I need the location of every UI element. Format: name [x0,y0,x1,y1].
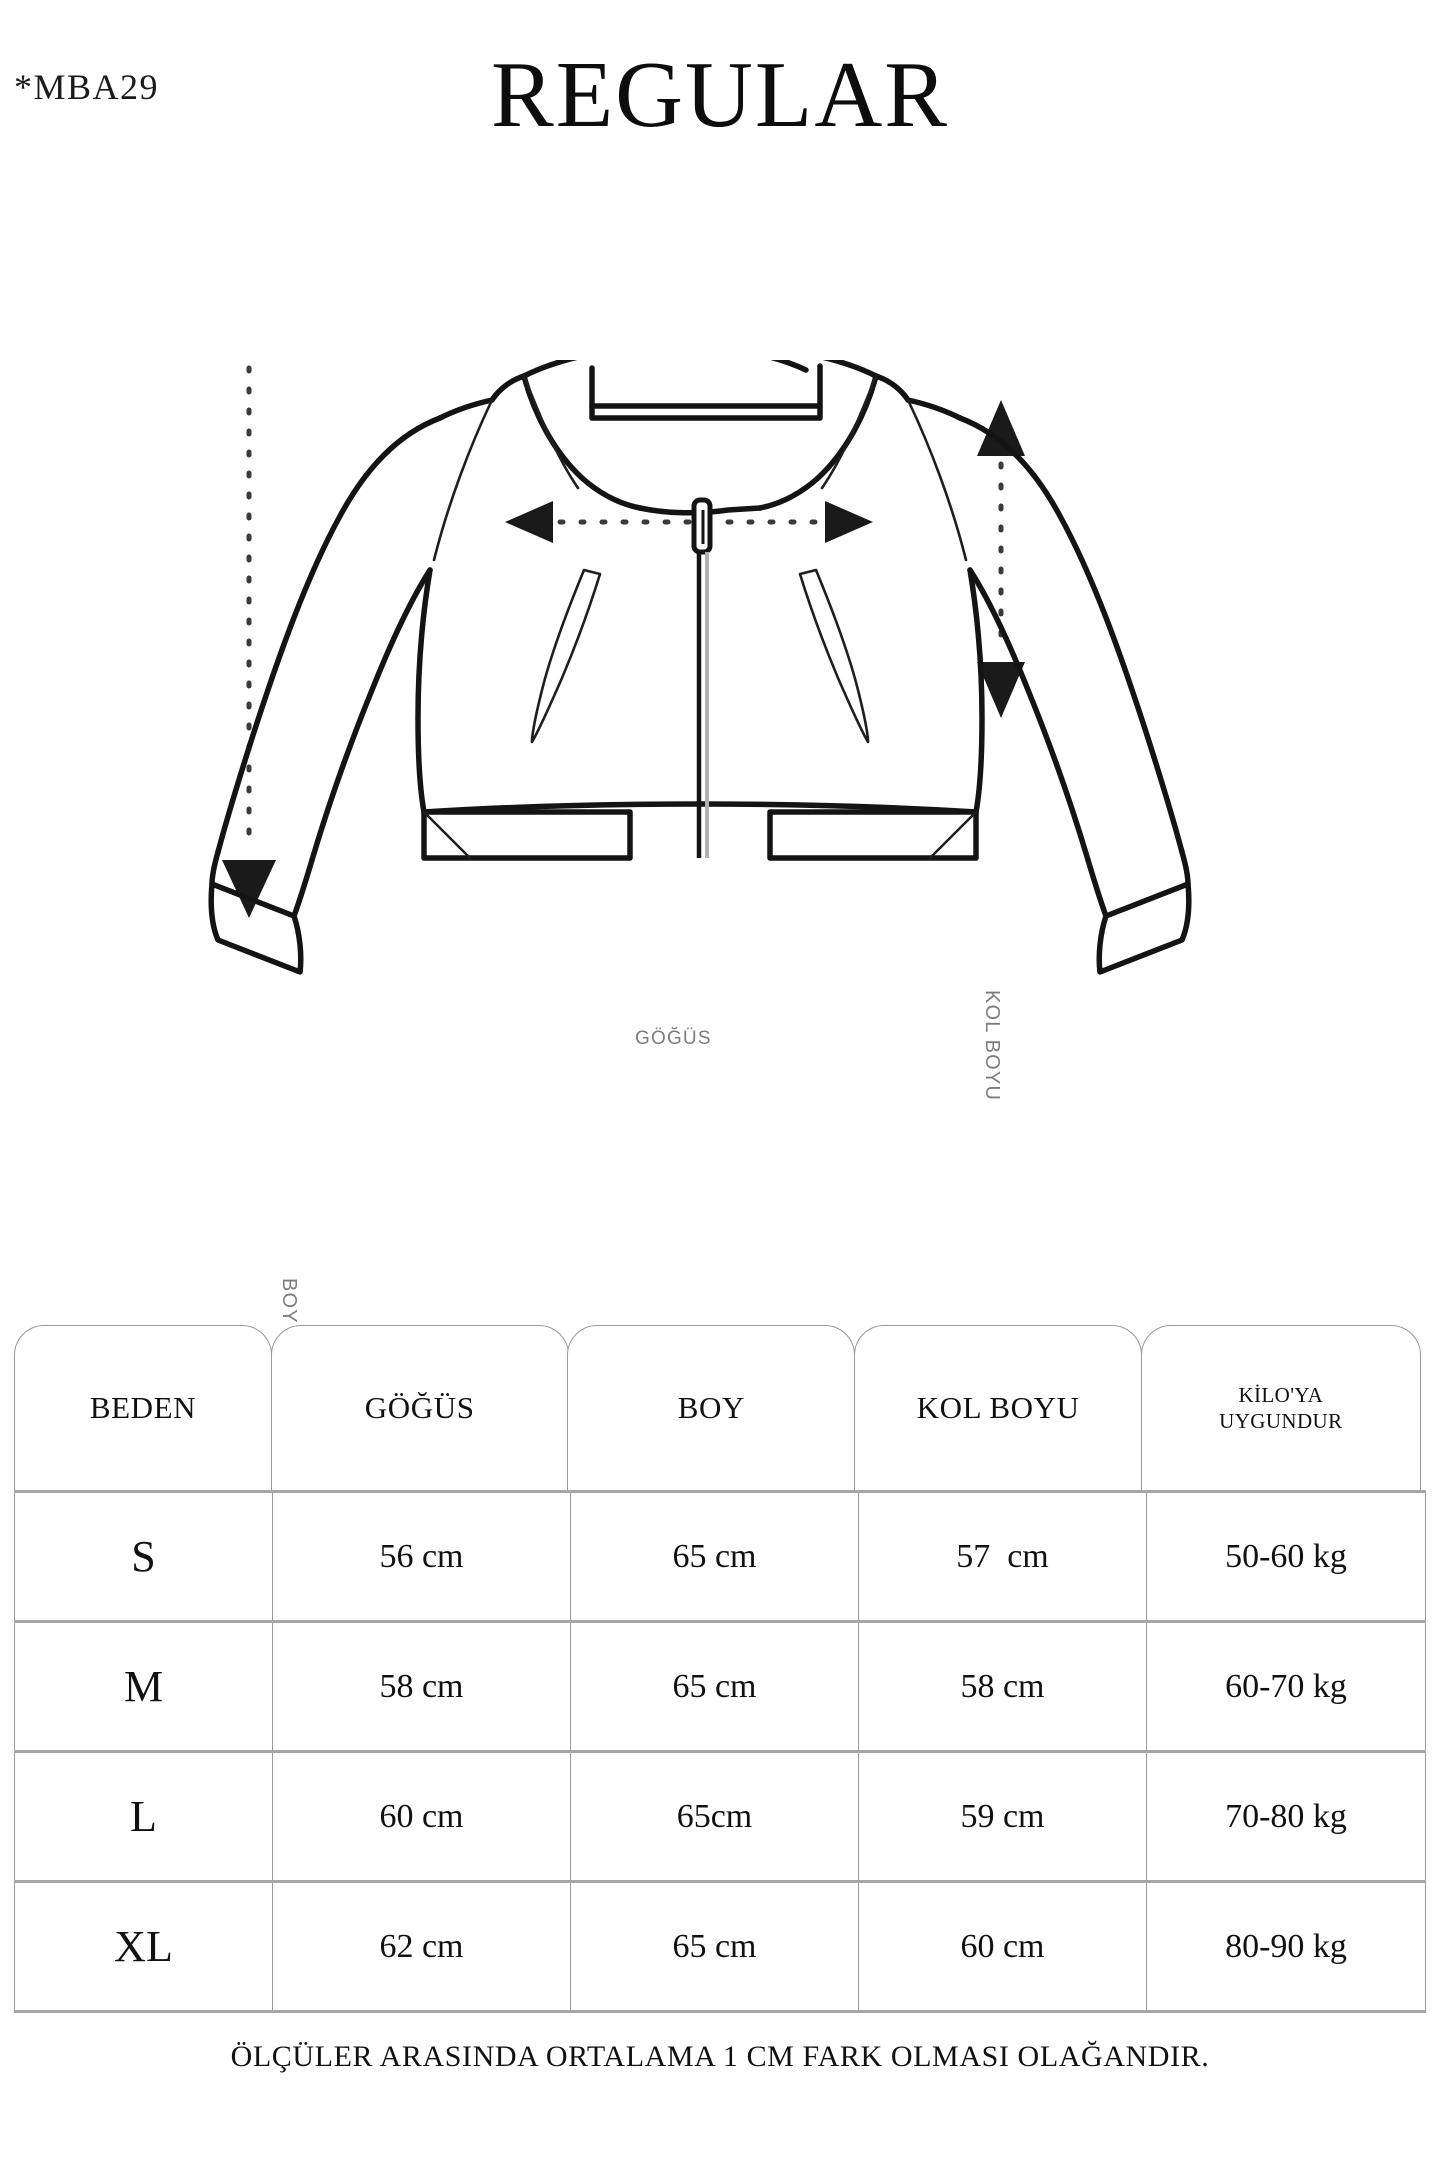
length-dimension-label: BOY [278,1278,300,1324]
table-header-row: BEDEN GÖĞÜS BOY KOL BOYU KİLO'YA UYGUNDU… [14,1325,1426,1490]
column-header-label-line1: KİLO'YA [1238,1382,1324,1407]
cell-length: 65 cm [570,1623,858,1750]
jacket-detail-lines [422,374,978,860]
measurement-disclaimer: ÖLÇÜLER ARASINDA ORTALAMA 1 CM FARK OLMA… [230,2040,1210,2073]
length-dimension-arrow [222,365,276,918]
cell-length: 65 cm [570,1493,858,1620]
cell-chest: 56 cm [272,1493,570,1620]
cell-weight: 50-60 kg [1146,1493,1426,1620]
cell-weight: 70-80 kg [1146,1753,1426,1880]
column-header-label: BOY [677,1390,746,1425]
cell-sleeve: 59 cm [858,1753,1146,1880]
table-row: L 60 cm 65cm 59 cm 70-80 kg [14,1750,1426,1880]
cell-size: L [14,1753,272,1880]
cell-chest: 58 cm [272,1623,570,1750]
cell-length: 65 cm [570,1883,858,2010]
size-chart-table: BEDEN GÖĞÜS BOY KOL BOYU KİLO'YA UYGUNDU… [14,1325,1426,2013]
jacket-outline [208,360,1192,975]
sleeve-dimension-label: KOL BOYU [981,990,1003,1102]
cell-chest: 60 cm [272,1753,570,1880]
bomber-jacket-illustration [208,360,1192,975]
sleeve-dimension-arrow [977,400,1025,718]
column-header-gogus: GÖĞÜS [270,1325,569,1490]
garment-diagram: GÖĞÜS KOL BOYU BOY [0,360,1440,1324]
chest-dimension-arrow [505,501,873,543]
cell-size: M [14,1623,272,1750]
cell-size: S [14,1493,272,1620]
column-header-kilo-uygundur: KİLO'YA UYGUNDUR [1140,1325,1421,1490]
table-row: XL 62 cm 65 cm 60 cm 80-90 kg [14,1880,1426,2010]
cell-length: 65cm [570,1753,858,1880]
page-title: REGULAR [491,43,949,147]
cell-sleeve: 60 cm [858,1883,1146,2010]
column-header-boy: BOY [567,1325,856,1490]
cell-chest: 62 cm [272,1883,570,2010]
cell-weight: 80-90 kg [1146,1883,1426,2010]
cell-sleeve: 58 cm [858,1623,1146,1750]
column-header-label: KOL BOYU [916,1390,1080,1425]
cell-size: XL [14,1883,272,2010]
column-header-kol-boyu: KOL BOYU [854,1325,1143,1490]
table-row: M 58 cm 65 cm 58 cm 60-70 kg [14,1620,1426,1750]
cell-sleeve: 57 cm [858,1493,1146,1620]
table-row: S 56 cm 65 cm 57 cm 50-60 kg [14,1490,1426,1620]
column-header-beden: BEDEN [14,1325,272,1490]
column-header-label: GÖĞÜS [364,1390,475,1425]
column-header-label: BEDEN [89,1390,197,1425]
chest-dimension-label: GÖĞÜS [635,1028,712,1049]
cell-weight: 60-70 kg [1146,1623,1426,1750]
product-code: *MBA29 [14,67,160,107]
table-bottom-border [14,2010,1426,2013]
zipper [691,497,713,858]
column-header-label-line2: UYGUNDUR [1219,1409,1343,1433]
